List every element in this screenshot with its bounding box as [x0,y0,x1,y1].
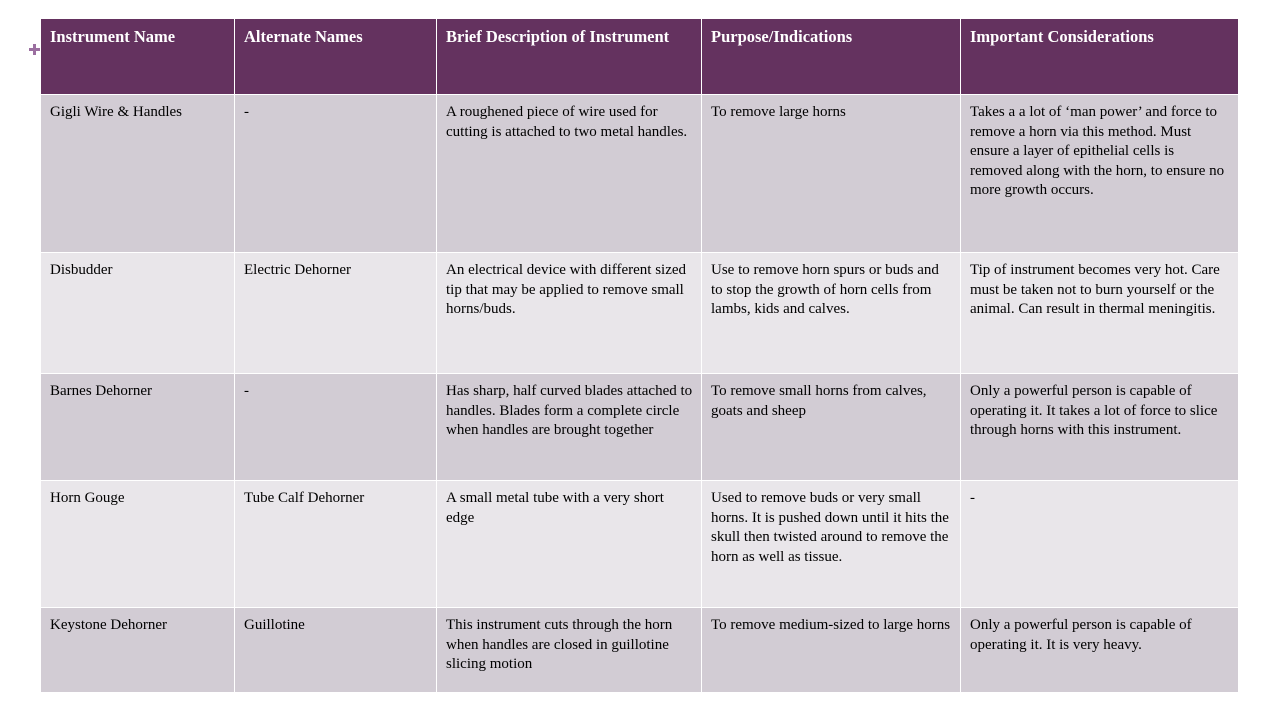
cell-instrument-name: Gigli Wire & Handles [40,94,235,253]
cell-description: An electrical device with different size… [436,252,702,374]
cell-alternate-names: - [234,94,437,253]
cell-instrument-name: Keystone Dehorner [40,607,235,693]
header-purpose: Purpose/Indications [701,18,961,95]
cell-alternate-names: - [234,373,437,481]
header-brief-description: Brief Description of Instrument [436,18,702,95]
table-row: Disbudder Electric Dehorner An electrica… [40,252,1239,374]
cell-alternate-names: Tube Calf Dehorner [234,480,437,608]
header-row: Instrument Name Alternate Names Brief De… [40,18,1239,95]
table-row: Horn Gouge Tube Calf Dehorner A small me… [40,480,1239,608]
cell-instrument-name: Disbudder [40,252,235,374]
cell-alternate-names: Guillotine [234,607,437,693]
cell-description: A roughened piece of wire used for cutti… [436,94,702,253]
header-considerations: Important Considerations [960,18,1239,95]
cell-considerations: Tip of instrument becomes very hot. Care… [960,252,1239,374]
instrument-table: Instrument Name Alternate Names Brief De… [40,18,1239,693]
cell-purpose: To remove medium-sized to large horns [701,607,961,693]
cell-purpose: Used to remove buds or very small horns.… [701,480,961,608]
cell-alternate-names: Electric Dehorner [234,252,437,374]
cell-description: A small metal tube with a very short edg… [436,480,702,608]
cell-instrument-name: Horn Gouge [40,480,235,608]
cell-considerations: Takes a a lot of ‘man power’ and force t… [960,94,1239,253]
cell-purpose: To remove large horns [701,94,961,253]
cell-considerations: - [960,480,1239,608]
table-row: Barnes Dehorner - Has sharp, half curved… [40,373,1239,481]
cell-description: Has sharp, half curved blades attached t… [436,373,702,481]
cell-description: This instrument cuts through the horn wh… [436,607,702,693]
cell-purpose: Use to remove horn spurs or buds and to … [701,252,961,374]
cell-considerations: Only a powerful person is capable of ope… [960,607,1239,693]
cell-considerations: Only a powerful person is capable of ope… [960,373,1239,481]
header-instrument-name: Instrument Name [40,18,235,95]
table-row: Gigli Wire & Handles - A roughened piece… [40,94,1239,253]
cell-instrument-name: Barnes Dehorner [40,373,235,481]
header-alternate-names: Alternate Names [234,18,437,95]
cell-purpose: To remove small horns from calves, goats… [701,373,961,481]
plus-icon [29,44,40,55]
table-row: Keystone Dehorner Guillotine This instru… [40,607,1239,693]
